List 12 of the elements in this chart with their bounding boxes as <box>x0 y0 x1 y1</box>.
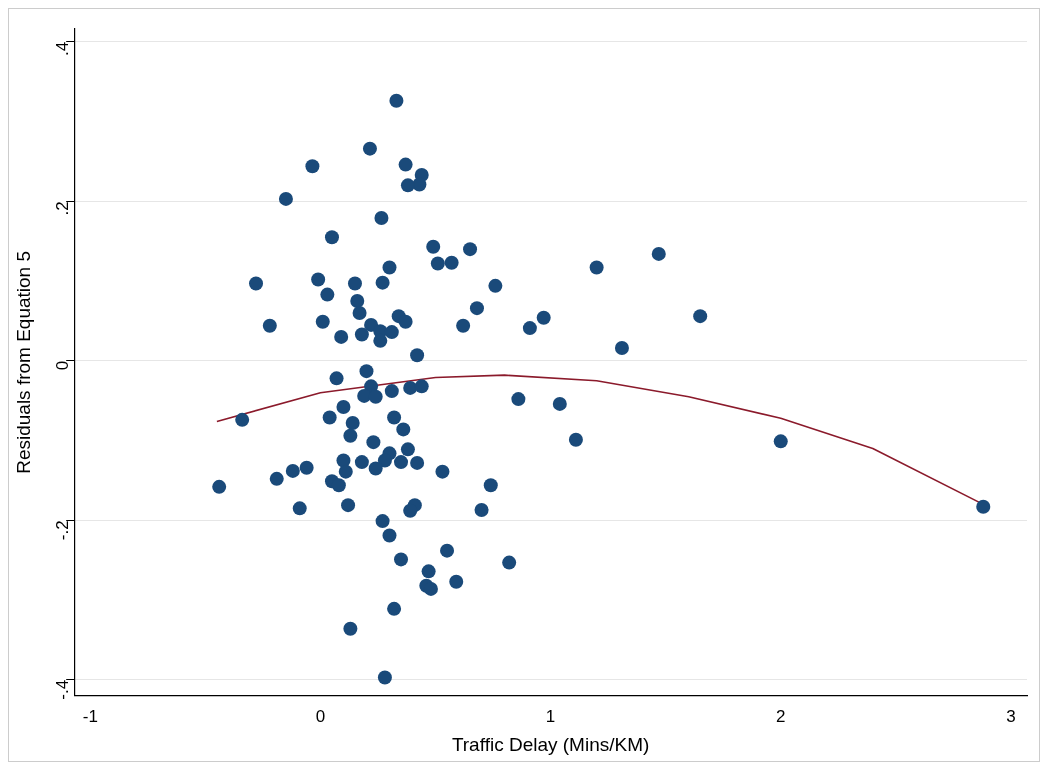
x-tick-label: 3 <box>1006 706 1016 726</box>
y-tick-label: -.2 <box>52 520 72 541</box>
x-tick-label: -1 <box>82 706 98 726</box>
y-tick-label: .2 <box>52 201 72 216</box>
y-axis-title: Residuals from Equation 5 <box>12 250 34 474</box>
x-axis-title: Traffic Delay (Mins/KM) <box>451 733 650 755</box>
y-tick-label: -.4 <box>52 679 72 700</box>
x-tick-label: 0 <box>315 706 326 726</box>
x-tick-label: 2 <box>776 706 786 726</box>
y-tick-label: .4 <box>52 41 72 56</box>
y-tick-label: 0 <box>52 360 72 371</box>
x-tick-label: 1 <box>545 706 556 726</box>
